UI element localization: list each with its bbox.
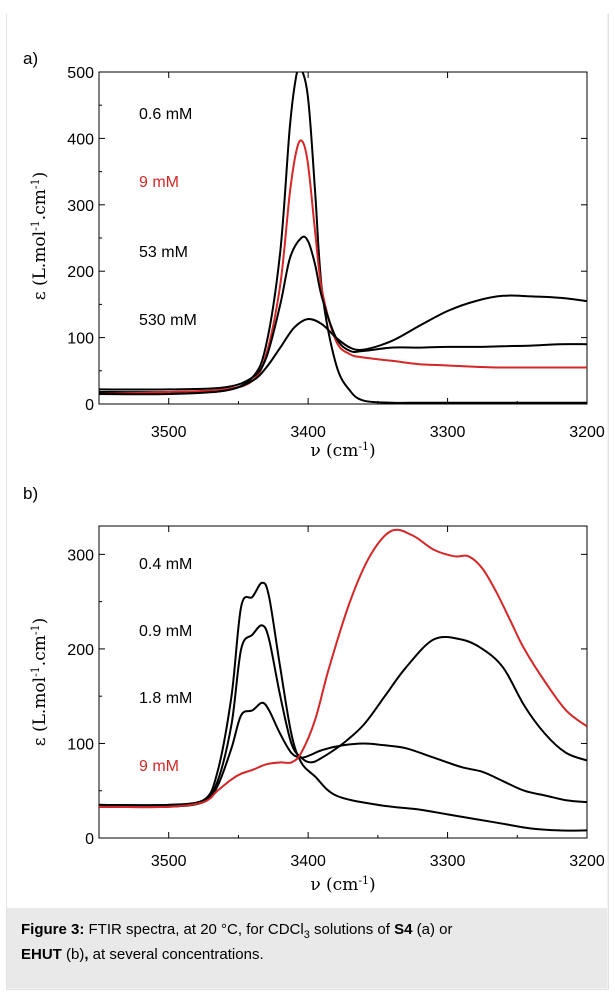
caption-text-4: (b): [61, 946, 85, 963]
x-tick-label: 3300: [430, 424, 466, 441]
series-group: [99, 528, 587, 832]
series-group: [99, 72, 587, 404]
caption-text-5: at several concentrations.: [88, 946, 264, 963]
caption-subscript: 3: [303, 929, 310, 941]
series-line-0_4-mM: [99, 581, 587, 832]
y-axis-title-part-1: -1: [29, 666, 42, 677]
series-label: 530 mM: [139, 312, 197, 329]
plot-frame: [98, 525, 588, 839]
caption-compound-1: S4: [394, 921, 413, 938]
chart-area: a) 0 100 200 300 400 500 3500 3400 3300 3200 ν (cm-…: [7, 14, 607, 914]
x-axis-title: ν (cm-1): [310, 440, 375, 462]
x-tick-label: 3400: [290, 424, 326, 441]
y-tick-label: 100: [67, 331, 94, 348]
x-axis-title-part-0: ν (cm: [310, 441, 358, 461]
series-label: 0.4 mM: [139, 556, 192, 573]
y-axis-title-part-4: ): [30, 618, 50, 625]
y-tick-label: 500: [67, 65, 94, 82]
x-axis-title-part-1: -1: [358, 874, 369, 887]
x-axis-title-part-0: ν (cm: [310, 875, 358, 895]
x-tick-label: 3200: [569, 424, 605, 441]
x-tick-label: 3500: [151, 853, 187, 870]
panel-label: a): [23, 49, 38, 68]
y-axis-title-part-3: -1: [29, 178, 42, 189]
y-axis-title-part-0: ε (L.mol: [30, 231, 50, 300]
caption-compound-2: EHUT: [21, 946, 62, 963]
y-tick-label: 100: [67, 736, 94, 753]
panel-label: b): [23, 484, 38, 503]
caption-comma: ,: [84, 946, 89, 963]
series-label: 9 mM: [139, 758, 179, 775]
y-tick-label: 200: [67, 642, 94, 659]
y-axis-title-part-4: ): [30, 172, 50, 179]
x-tick-label: 3500: [151, 424, 187, 441]
series-line-1_8-mM: [99, 701, 587, 809]
x-axis-title: ν (cm-1): [310, 874, 375, 896]
figure-caption: Figure 3: FTIR spectra, at 20 °C, for CD…: [7, 908, 607, 988]
y-axis-title: ε (L.mol-1.cm-1): [29, 618, 51, 746]
y-tick-label: 0: [85, 831, 94, 848]
x-tick-label: 3300: [430, 853, 466, 870]
y-axis-title-part-1: -1: [29, 220, 42, 231]
series-line-530-mM: [99, 294, 587, 396]
x-tick-label: 3400: [290, 853, 326, 870]
series-line-9-mM: [99, 528, 587, 809]
series-label: 9 mM: [139, 174, 179, 191]
x-axis-title-part-2: ): [369, 875, 376, 895]
series-label: 53 mM: [139, 244, 188, 261]
y-tick-label: 400: [67, 131, 94, 148]
series-line-0_9-mM: [99, 624, 587, 807]
series-line-0_6-mM: [99, 72, 587, 404]
caption-text-3: (a) or: [412, 921, 453, 938]
y-axis-title-part-2: .cm: [30, 189, 50, 220]
caption-text-2: solutions of: [309, 921, 395, 938]
series-label: 1.8 mM: [139, 690, 192, 707]
y-tick-label: 300: [67, 547, 94, 564]
y-tick-label: 0: [85, 397, 94, 414]
series-line-53-mM: [99, 235, 587, 391]
x-tick-label: 3200: [569, 853, 605, 870]
y-axis-title-part-2: .cm: [30, 635, 50, 666]
series-label: 0.6 mM: [139, 106, 192, 123]
series-label: 0.9 mM: [139, 623, 192, 640]
y-axis-title-part-3: -1: [29, 624, 42, 635]
x-axis-title-part-2: ): [369, 441, 376, 461]
y-axis-title-part-0: ε (L.mol: [30, 677, 50, 746]
y-axis-title: ε (L.mol-1.cm-1): [29, 172, 51, 300]
x-axis-title-part-1: -1: [358, 440, 369, 453]
caption-text-1: FTIR spectra, at 20 °C, for CDCl: [84, 921, 304, 938]
caption-label: Figure 3:: [21, 921, 85, 938]
y-tick-label: 200: [67, 264, 94, 281]
y-tick-label: 300: [67, 198, 94, 215]
